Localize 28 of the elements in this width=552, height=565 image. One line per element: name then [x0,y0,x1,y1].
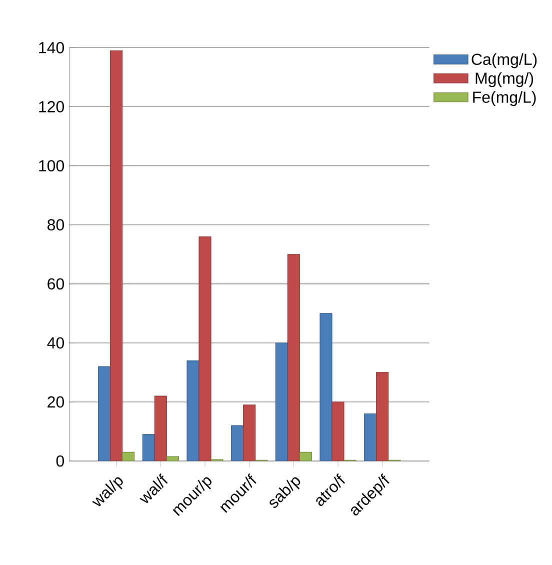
bar [231,425,244,461]
bar [320,313,332,461]
bar [142,434,155,461]
bar [166,456,179,461]
y-tick-label: 40 [47,337,64,349]
y-tick-label: 0 [56,455,64,467]
bar [332,402,344,461]
bar [186,360,200,461]
legend-label: Mg(mg/) [476,72,534,88]
bar [198,236,212,461]
y-tick-label: 140 [39,42,64,54]
bar [154,396,167,461]
y-tick-label: 80 [48,219,64,230]
y-tick-label: 60 [48,278,64,290]
bar [287,254,300,461]
bar [122,452,135,461]
bar [110,50,123,461]
bar [364,413,377,461]
y-tick-label: 20 [48,396,64,408]
bar [376,372,389,461]
bar [299,452,312,461]
bar [98,366,111,461]
bar [243,404,256,461]
legend-label: Ca(mg/L) [472,53,537,68]
legend-label: Fe(mg/L) [473,91,536,106]
y-tick-label: 100 [39,160,64,172]
y-tick-label: 120 [39,101,64,112]
bar [275,342,288,461]
